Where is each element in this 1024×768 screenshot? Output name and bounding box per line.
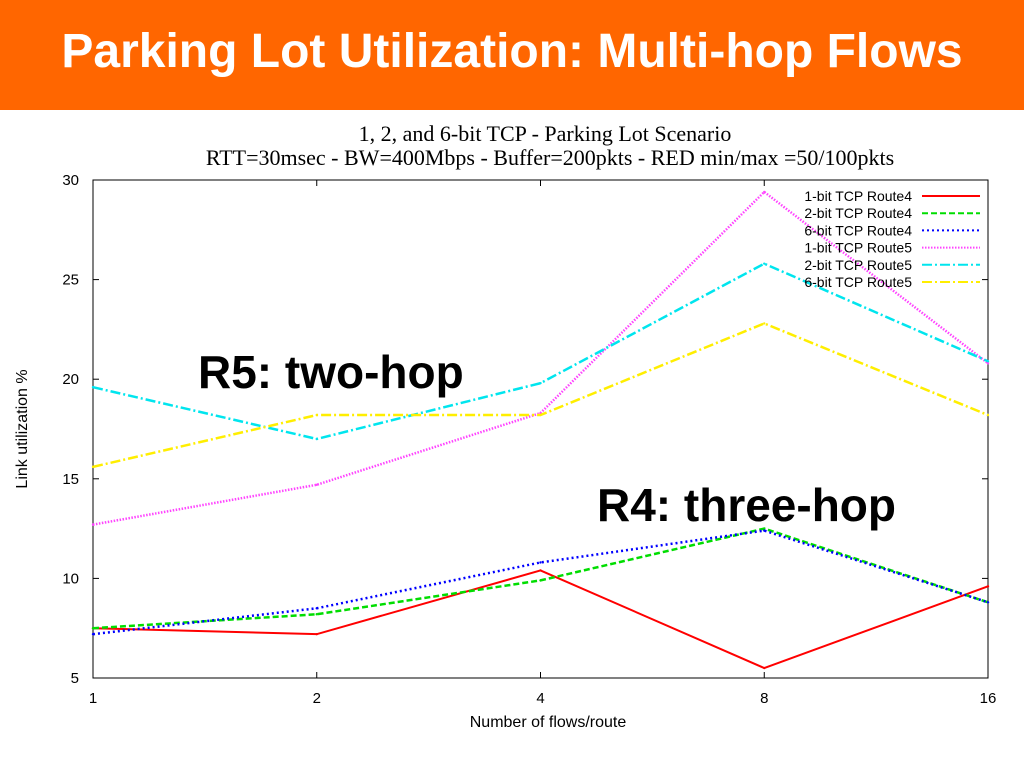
data-point (986, 362, 990, 365)
x-tick-label: 1 (89, 690, 97, 707)
x-tick-label: 2 (313, 690, 321, 707)
data-point (539, 413, 542, 417)
data-point (315, 607, 318, 610)
legend-label: 1-bit TCP Route5 (804, 240, 912, 256)
y-tick-label: 25 (62, 272, 79, 289)
data-point (763, 527, 766, 530)
data-point (986, 601, 990, 604)
data-point (986, 360, 990, 363)
x-tick-label: 8 (760, 690, 768, 707)
data-point (539, 569, 542, 572)
data-point (91, 632, 95, 636)
data-point (539, 561, 542, 564)
y-tick-label: 15 (62, 471, 79, 488)
annotation-r5: R5: two-hop (198, 346, 464, 398)
data-point (986, 585, 990, 588)
title-banner (0, 0, 1024, 110)
data-point (91, 385, 95, 389)
y-tick-label: 30 (62, 172, 79, 189)
series-line-5 (92, 262, 989, 441)
data-point (539, 579, 542, 582)
data-point (315, 483, 318, 486)
legend-label: 2-bit TCP Route5 (804, 257, 912, 273)
data-point (315, 613, 318, 616)
legend-label: 6-bit TCP Route4 (804, 222, 912, 238)
data-point (91, 523, 95, 526)
data-point (315, 437, 318, 441)
data-point (763, 190, 766, 194)
y-tick-label: 20 (62, 371, 79, 388)
y-axis-label: Link utilization % (14, 369, 31, 488)
series-line-2 (92, 527, 989, 630)
chart-subtitle: RTT=30msec - BW=400Mbps - Buffer=200pkts… (206, 145, 894, 170)
x-axis-label: Number of flows/route (470, 714, 627, 731)
legend-label: 2-bit TCP Route4 (804, 205, 912, 221)
slide-title: Parking Lot Utilization: Multi-hop Flows (61, 25, 963, 78)
data-point (315, 632, 318, 636)
data-point (91, 465, 95, 469)
y-tick-label: 10 (62, 570, 79, 587)
data-point (986, 413, 990, 417)
data-point (763, 666, 766, 670)
data-point (91, 627, 95, 630)
data-point (763, 322, 766, 325)
x-tick-label: 4 (536, 690, 544, 707)
data-point (763, 262, 766, 265)
legend-label: 1-bit TCP Route4 (804, 188, 912, 204)
data-point (763, 529, 766, 532)
data-point (539, 381, 542, 385)
x-tick-label: 16 (980, 690, 997, 707)
data-point (315, 413, 318, 417)
annotation-r4: R4: three-hop (597, 479, 896, 531)
y-tick-label: 5 (71, 670, 79, 687)
series-line-3 (92, 529, 989, 636)
chart-title: 1, 2, and 6-bit TCP - Parking Lot Scenar… (359, 121, 732, 146)
legend-label: 6-bit TCP Route5 (804, 274, 912, 290)
